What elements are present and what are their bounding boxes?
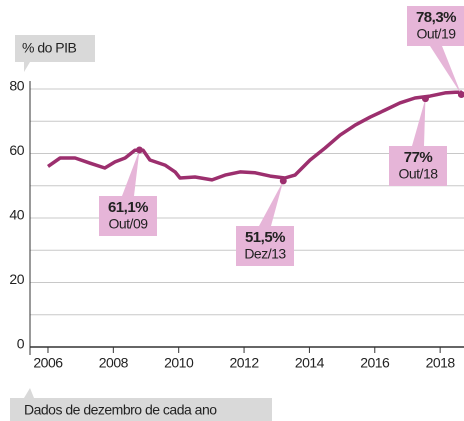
callout-point xyxy=(279,177,287,185)
footnote: Dados de dezembro de cada ano xyxy=(24,402,217,418)
y-tick-label: 80 xyxy=(9,78,24,94)
y-label-box xyxy=(15,35,95,72)
callout-date: Out/09 xyxy=(108,216,148,232)
x-tick-label: 2008 xyxy=(99,355,129,371)
callout-box xyxy=(389,146,447,186)
y-tick-label: 0 xyxy=(17,336,25,352)
callout-box xyxy=(407,6,464,46)
callout-point xyxy=(421,95,429,103)
x-tick-label: 2016 xyxy=(360,355,390,371)
callout-date: Out/18 xyxy=(398,166,438,182)
y-tick-label: 60 xyxy=(9,142,24,158)
x-tick-label: 2012 xyxy=(229,355,259,371)
x-tick-label: 2010 xyxy=(164,355,194,371)
x-tick-label: 2006 xyxy=(33,355,63,371)
x-tick-label: 2018 xyxy=(426,355,456,371)
callout-value: 51,5% xyxy=(245,229,285,246)
callout-pointer xyxy=(430,46,462,95)
callout-box xyxy=(236,226,294,266)
x-tick-label: 2014 xyxy=(295,355,325,371)
footnote-box xyxy=(10,388,272,421)
callout-pointer xyxy=(259,180,284,226)
callout-box xyxy=(99,196,157,236)
callout-date: Dez/13 xyxy=(244,246,286,262)
y-tick-label: 20 xyxy=(9,271,24,287)
data-line xyxy=(47,90,462,182)
callout-value: 61,1% xyxy=(108,199,148,216)
callout-pointer xyxy=(122,149,140,196)
y-axis-label: % do PIB xyxy=(22,40,77,56)
callout-value: 78,3% xyxy=(416,9,456,26)
callout-date: Out/19 xyxy=(416,26,456,42)
callout-point xyxy=(457,90,464,98)
callout-value: 77% xyxy=(404,149,433,166)
callout-point xyxy=(135,146,143,154)
callout-pointer xyxy=(412,98,426,146)
y-tick-label: 40 xyxy=(9,207,24,223)
